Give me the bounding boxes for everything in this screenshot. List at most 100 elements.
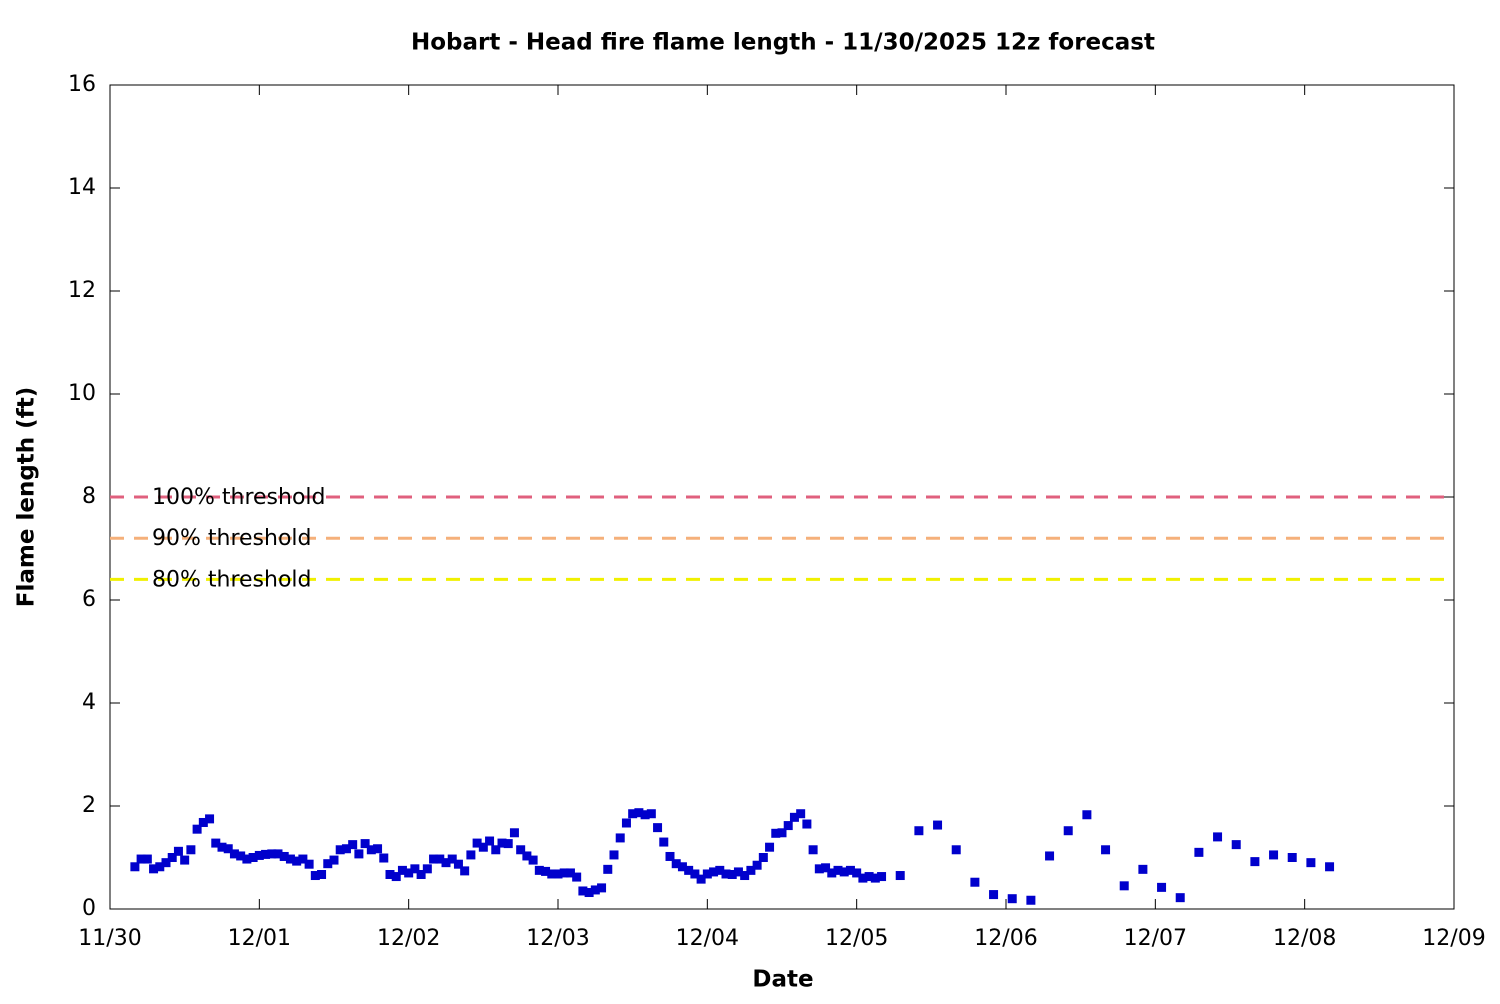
data-point: [348, 840, 358, 850]
data-point: [1175, 893, 1185, 903]
data-point: [516, 845, 526, 855]
data-point: [366, 845, 376, 855]
data-point: [1306, 858, 1316, 868]
data-point: [877, 872, 887, 882]
data-point: [858, 873, 868, 883]
data-point: [684, 865, 694, 875]
data-point: [317, 869, 327, 879]
data-point: [783, 821, 793, 831]
threshold-label: 100% threshold: [152, 485, 326, 510]
data-point: [236, 851, 246, 861]
data-point: [609, 850, 619, 860]
data-point: [789, 812, 799, 822]
data-point: [404, 868, 414, 878]
data-point: [677, 862, 687, 872]
data-point: [733, 867, 743, 877]
data-point: [261, 849, 271, 859]
data-point: [142, 854, 152, 864]
data-point: [528, 855, 538, 865]
data-point: [746, 865, 756, 875]
data-point: [634, 808, 644, 818]
data-point: [391, 872, 401, 882]
data-point: [460, 866, 470, 876]
x-tick-label: 12/05: [825, 926, 888, 951]
data-point: [292, 856, 302, 866]
data-point: [1194, 847, 1204, 857]
data-point: [752, 860, 762, 870]
data-point: [870, 873, 880, 883]
y-tick-label: 8: [82, 484, 96, 509]
data-point: [478, 842, 488, 852]
data-point: [796, 809, 806, 819]
data-point: [709, 867, 719, 877]
data-point: [1250, 857, 1260, 867]
data-point: [447, 854, 457, 864]
data-point: [671, 859, 681, 869]
data-point: [192, 824, 202, 834]
x-tick-label: 12/03: [526, 926, 589, 951]
threshold-label: 80% threshold: [152, 567, 312, 592]
data-point: [211, 838, 221, 848]
data-point: [1082, 810, 1092, 820]
data-point: [416, 869, 426, 879]
data-point: [472, 838, 482, 848]
data-point: [1007, 894, 1017, 904]
data-point: [727, 869, 737, 879]
y-tick-label: 4: [82, 690, 96, 715]
data-point: [1269, 850, 1279, 860]
data-point: [435, 854, 445, 864]
data-point: [373, 844, 383, 854]
data-point: [335, 845, 345, 855]
data-point: [379, 853, 389, 863]
data-point: [1157, 882, 1167, 892]
data-point: [1119, 881, 1129, 891]
data-point: [1287, 853, 1297, 862]
data-point: [1138, 864, 1148, 874]
data-point: [497, 838, 507, 848]
data-point: [466, 850, 476, 860]
data-point: [229, 849, 239, 859]
data-point: [522, 851, 532, 861]
data-point: [1213, 832, 1223, 842]
data-point: [167, 853, 177, 862]
data-point: [354, 849, 364, 859]
data-point: [951, 845, 961, 855]
y-tick-label: 14: [68, 175, 96, 200]
data-point: [310, 871, 320, 881]
x-tick-label: 12/02: [377, 926, 440, 951]
data-point: [864, 872, 874, 882]
data-point: [173, 846, 183, 856]
y-tick-label: 2: [82, 793, 96, 818]
data-point: [615, 833, 625, 843]
data-point: [1026, 895, 1036, 905]
data-point: [970, 877, 980, 887]
data-point: [559, 868, 569, 878]
data-point: [603, 864, 613, 874]
x-tick-label: 12/04: [676, 926, 739, 951]
data-point: [833, 865, 843, 875]
data-point: [1063, 826, 1073, 836]
data-point: [590, 885, 600, 895]
data-point: [758, 853, 768, 862]
data-point: [845, 865, 855, 875]
data-point: [341, 844, 351, 854]
x-tick-label: 12/07: [1124, 926, 1187, 951]
data-point: [360, 839, 370, 849]
data-point: [1045, 851, 1055, 861]
data-point: [248, 853, 258, 862]
data-point: [453, 859, 463, 869]
data-point: [646, 809, 656, 819]
data-point: [323, 859, 333, 869]
data-point: [429, 854, 439, 864]
data-point: [279, 851, 289, 861]
data-point: [329, 855, 339, 865]
x-tick-label: 11/30: [78, 926, 141, 951]
data-point: [410, 864, 420, 874]
data-point: [547, 869, 557, 879]
data-point: [802, 819, 812, 829]
data-point: [572, 872, 582, 882]
data-point: [777, 828, 787, 838]
data-point: [397, 865, 407, 875]
data-point: [621, 818, 631, 828]
